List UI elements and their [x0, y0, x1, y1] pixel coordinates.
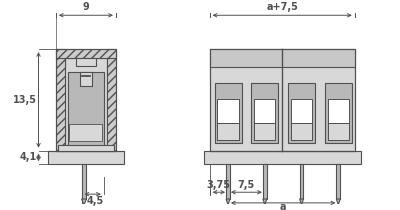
- Bar: [76, 58, 96, 66]
- Bar: [288, 83, 315, 143]
- Polygon shape: [226, 199, 230, 205]
- Bar: [336, 164, 340, 199]
- Bar: [328, 99, 349, 140]
- Text: 3,75: 3,75: [207, 180, 231, 190]
- Bar: [226, 164, 230, 199]
- Text: 13,5: 13,5: [12, 95, 36, 105]
- Polygon shape: [300, 199, 304, 205]
- Bar: [48, 151, 124, 164]
- Bar: [210, 49, 355, 151]
- Text: a+7,5: a+7,5: [266, 2, 298, 12]
- Bar: [218, 99, 239, 140]
- Bar: [263, 164, 267, 199]
- Bar: [56, 49, 65, 151]
- Bar: [291, 99, 312, 140]
- Bar: [107, 49, 116, 151]
- Polygon shape: [82, 199, 86, 205]
- Bar: [68, 72, 104, 146]
- Bar: [325, 83, 352, 143]
- Bar: [56, 49, 116, 151]
- Bar: [204, 151, 360, 164]
- Bar: [218, 123, 239, 140]
- Bar: [328, 123, 349, 140]
- Bar: [254, 99, 276, 140]
- Text: 7,5: 7,5: [238, 180, 255, 190]
- Bar: [65, 58, 107, 151]
- Bar: [291, 123, 312, 140]
- Polygon shape: [336, 199, 340, 205]
- Bar: [251, 83, 278, 143]
- Bar: [58, 145, 114, 151]
- Bar: [70, 123, 102, 141]
- Bar: [300, 164, 304, 199]
- Bar: [214, 83, 242, 143]
- Text: 4,1: 4,1: [19, 152, 36, 162]
- Bar: [210, 49, 355, 151]
- Polygon shape: [263, 199, 267, 205]
- Text: 4,5: 4,5: [87, 196, 104, 206]
- Bar: [56, 49, 116, 58]
- Text: 9: 9: [82, 2, 89, 12]
- Bar: [82, 164, 86, 199]
- Bar: [254, 123, 276, 140]
- Text: a: a: [280, 202, 286, 210]
- Bar: [210, 49, 355, 67]
- Bar: [80, 72, 92, 86]
